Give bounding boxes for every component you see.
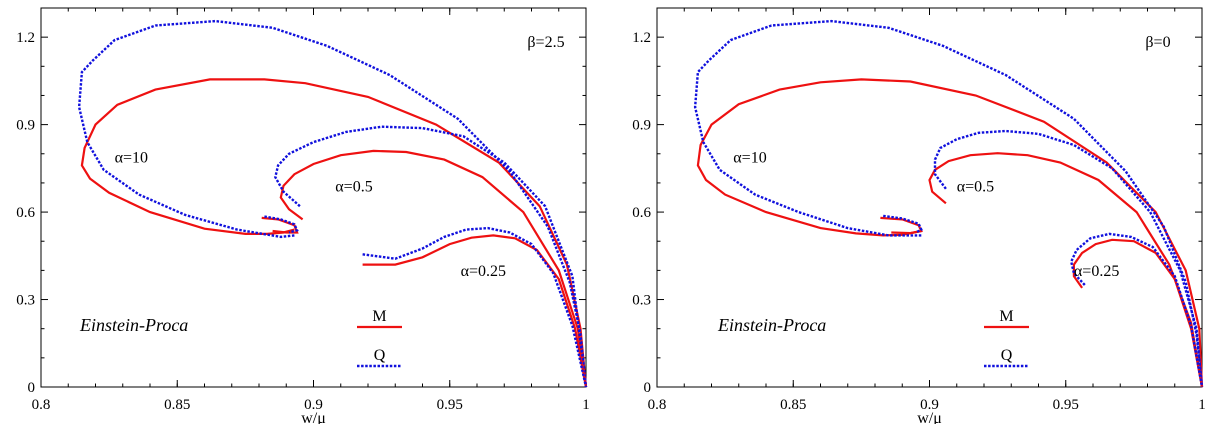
model-label: Einstein-Proca <box>79 315 188 335</box>
y-tick-label: 0.9 <box>632 118 651 134</box>
legend-label-m: M <box>999 308 1013 325</box>
x-axis-label: w/μ <box>917 410 942 424</box>
legend-label-m: M <box>372 308 386 325</box>
series-line-q <box>264 215 299 234</box>
x-tick-label: 1 <box>582 397 590 413</box>
series-line-q <box>77 19 588 388</box>
beta-label: β=0 <box>1145 34 1170 51</box>
y-tick-label: 0.9 <box>16 118 35 134</box>
series-line-m <box>362 234 588 388</box>
y-tick-label: 1.2 <box>632 30 651 46</box>
x-tick-label: 0.85 <box>780 397 806 413</box>
x-tick-label: 0.9 <box>920 397 939 413</box>
legend-label-q: Q <box>374 347 386 364</box>
series-line-m <box>928 152 1204 388</box>
curve-annotation: α=10 <box>115 150 148 167</box>
chart-panel-right: 0.8 0.85 0.9 0.95 1 0 0.3 0.6 0.9 1.2 w/μ α=10 α=0.5… <box>632 7 1206 424</box>
x-tick-label: 0.95 <box>437 397 463 413</box>
series-line-m <box>279 149 588 388</box>
series-line-m <box>1072 238 1204 388</box>
model-label: Einstein-Proca <box>717 315 826 335</box>
curve-annotation: α=0.5 <box>957 179 994 196</box>
series-line-m <box>696 78 1204 388</box>
series-line-q <box>693 19 1204 388</box>
x-tick-label: 0.8 <box>32 397 51 413</box>
beta-label: β=2.5 <box>527 34 564 51</box>
x-axis-label: w/μ <box>301 410 326 424</box>
series-line-m <box>261 216 299 234</box>
series-line-q <box>883 214 923 234</box>
curve-annotation: α=0.5 <box>335 179 372 196</box>
curve-annotation: α=10 <box>733 150 766 167</box>
curve-annotation: α=0.25 <box>1074 263 1119 280</box>
x-tick-label: 0.9 <box>304 397 323 413</box>
legend-label-q: Q <box>1001 347 1013 364</box>
series-line-m <box>880 216 923 235</box>
y-tick-label: 0.3 <box>632 293 651 309</box>
y-tick-label: 0.3 <box>16 293 35 309</box>
y-tick-label: 0 <box>644 380 652 396</box>
series-line-q <box>362 226 588 388</box>
x-tick-label: 0.8 <box>648 397 667 413</box>
x-tick-label: 0.95 <box>1053 397 1079 413</box>
series-line-m <box>80 78 588 388</box>
series-line-q <box>1069 232 1204 388</box>
series-line-q <box>933 129 1204 388</box>
y-tick-label: 0 <box>28 380 36 396</box>
y-tick-label: 1.2 <box>16 30 35 46</box>
curve-annotation: α=0.25 <box>461 263 506 280</box>
y-tick-label: 0.6 <box>16 205 35 221</box>
chart-panel-left: 0.8 0.85 0.9 0.95 1 0 0.3 0.6 0.9 1.2 w/μ α=10 α=0.5… <box>16 7 590 424</box>
x-tick-label: 0.85 <box>164 397 190 413</box>
series-line-q <box>274 125 588 388</box>
y-tick-label: 0.6 <box>632 205 651 221</box>
x-tick-label: 1 <box>1198 397 1206 413</box>
